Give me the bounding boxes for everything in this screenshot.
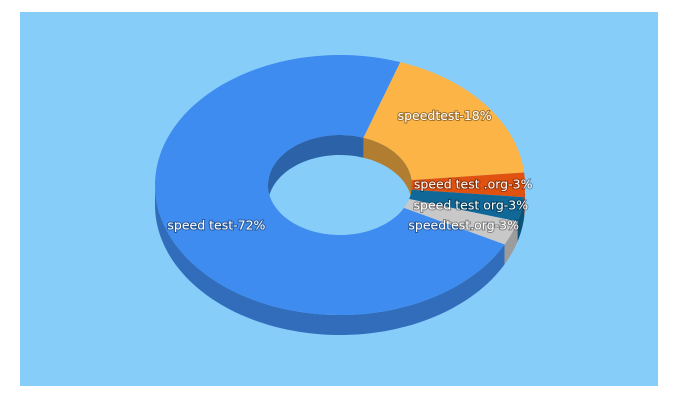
slice	[411, 172, 525, 198]
slice-outer-wall	[517, 197, 525, 242]
slice	[409, 189, 525, 222]
slice	[363, 62, 525, 181]
slice-label: speedtest.org-3%	[408, 217, 519, 232]
slice	[404, 199, 518, 245]
slice-label: speedtest-18%	[398, 108, 492, 123]
slice-inner-wall	[268, 135, 364, 205]
slice-outer-wall	[155, 185, 505, 335]
slice-label: speed test-72%	[167, 218, 265, 233]
slice	[155, 55, 505, 315]
slice-label: speed test .org-3%	[414, 176, 533, 191]
slice-label: speed test org-3%	[414, 197, 529, 212]
slice-inner-wall	[363, 137, 412, 201]
slice-outer-wall	[524, 185, 525, 218]
slice-outer-wall	[504, 221, 518, 265]
